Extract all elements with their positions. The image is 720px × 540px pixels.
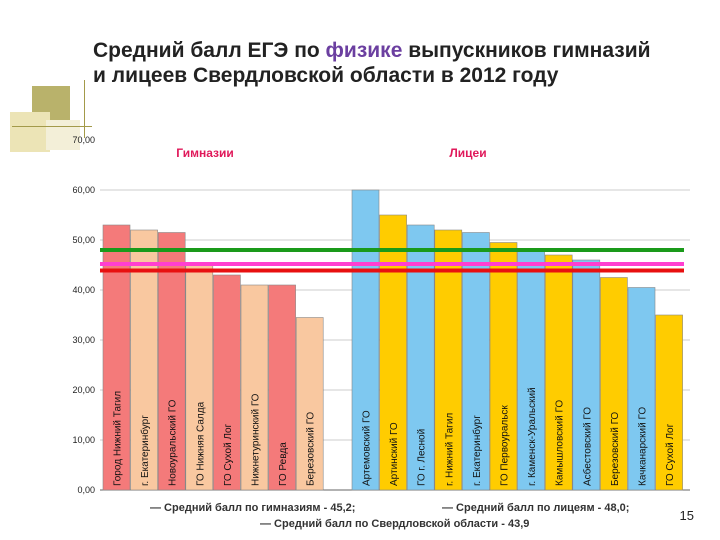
- y-tick-label: 0,00: [77, 485, 95, 495]
- bar-label: г. Екатеринбург: [139, 415, 151, 486]
- group-label-lyceums: Лицеи: [449, 146, 486, 160]
- bar: [655, 314, 683, 491]
- bar: [268, 284, 296, 491]
- bar: [157, 232, 186, 491]
- bar-label: ГО Первоуральск: [500, 405, 511, 486]
- bar-label: Камышловский ГО: [555, 400, 566, 486]
- bar-label: Новоуральский ГО: [168, 399, 179, 486]
- bar: [434, 229, 463, 491]
- footnote-lyceum-average: — Средний балл по лицеям - 48,0;: [442, 502, 630, 514]
- bar-label: Нижнетуринский ГО: [251, 393, 262, 486]
- group-label-gymnasiums: Гимназии: [176, 146, 234, 160]
- bar-label: Березовский ГО: [610, 412, 621, 486]
- bar: [379, 214, 407, 491]
- bar-label: Асбестовский ГО: [581, 407, 593, 486]
- bar-label: Качканарский ГО: [638, 407, 649, 486]
- bar: [462, 232, 490, 491]
- footnote-region-average: — Средний балл по Свердловской области -…: [260, 518, 530, 530]
- bar: [406, 224, 435, 491]
- bar: [185, 264, 214, 491]
- deco-square-light: [46, 120, 80, 150]
- deco-square-beige: [10, 112, 50, 152]
- bar: [572, 259, 601, 491]
- bar: [213, 274, 241, 491]
- bar: [489, 242, 518, 491]
- footnote-gym-average: — Средний балл по гимназиям - 45,2;: [150, 502, 356, 514]
- y-tick-label: 20,00: [72, 385, 95, 395]
- bar-label: г. Екатеринбург: [471, 415, 483, 486]
- bar: [240, 284, 269, 491]
- bar-label: ГО Сухой Лог: [223, 423, 234, 486]
- bar-label: ГО г. Лесной: [417, 429, 428, 486]
- bar: [627, 287, 656, 491]
- bar: [600, 277, 628, 491]
- title-highlight: физике: [325, 39, 403, 62]
- bar-label: Артинский ГО: [389, 422, 400, 486]
- y-tick-label: 30,00: [72, 335, 95, 345]
- bar: [295, 317, 324, 491]
- deco-horizontal-rule: [12, 126, 92, 127]
- y-tick-label: 10,00: [72, 435, 95, 445]
- bar: [517, 249, 545, 491]
- bar-label: ГО Сухой Лог: [665, 423, 676, 486]
- y-tick-label: 40,00: [72, 285, 95, 295]
- bar-label: г. Каменск-Уральский: [527, 387, 538, 486]
- bar: [351, 189, 380, 491]
- y-tick-label: 60,00: [72, 185, 95, 195]
- slide-title: Средний балл ЕГЭ по физике выпускников г…: [93, 39, 651, 87]
- bar-label: Березовский ГО: [306, 412, 317, 486]
- page-number: 15: [679, 508, 694, 523]
- deco-vertical-rule: [84, 80, 85, 138]
- bar: [130, 229, 158, 491]
- bar-label: Город Нижний Тагил: [113, 391, 124, 486]
- bar-label: ГО Нижняя Салда: [195, 401, 206, 486]
- bar-label: ГО Ревда: [278, 442, 289, 486]
- bar-label: г. Нижний Тагил: [444, 413, 455, 486]
- bar-label: Артемовский ГО: [362, 410, 373, 486]
- bar: [544, 254, 573, 491]
- y-tick-label: 50,00: [72, 235, 95, 245]
- bar: [102, 224, 131, 491]
